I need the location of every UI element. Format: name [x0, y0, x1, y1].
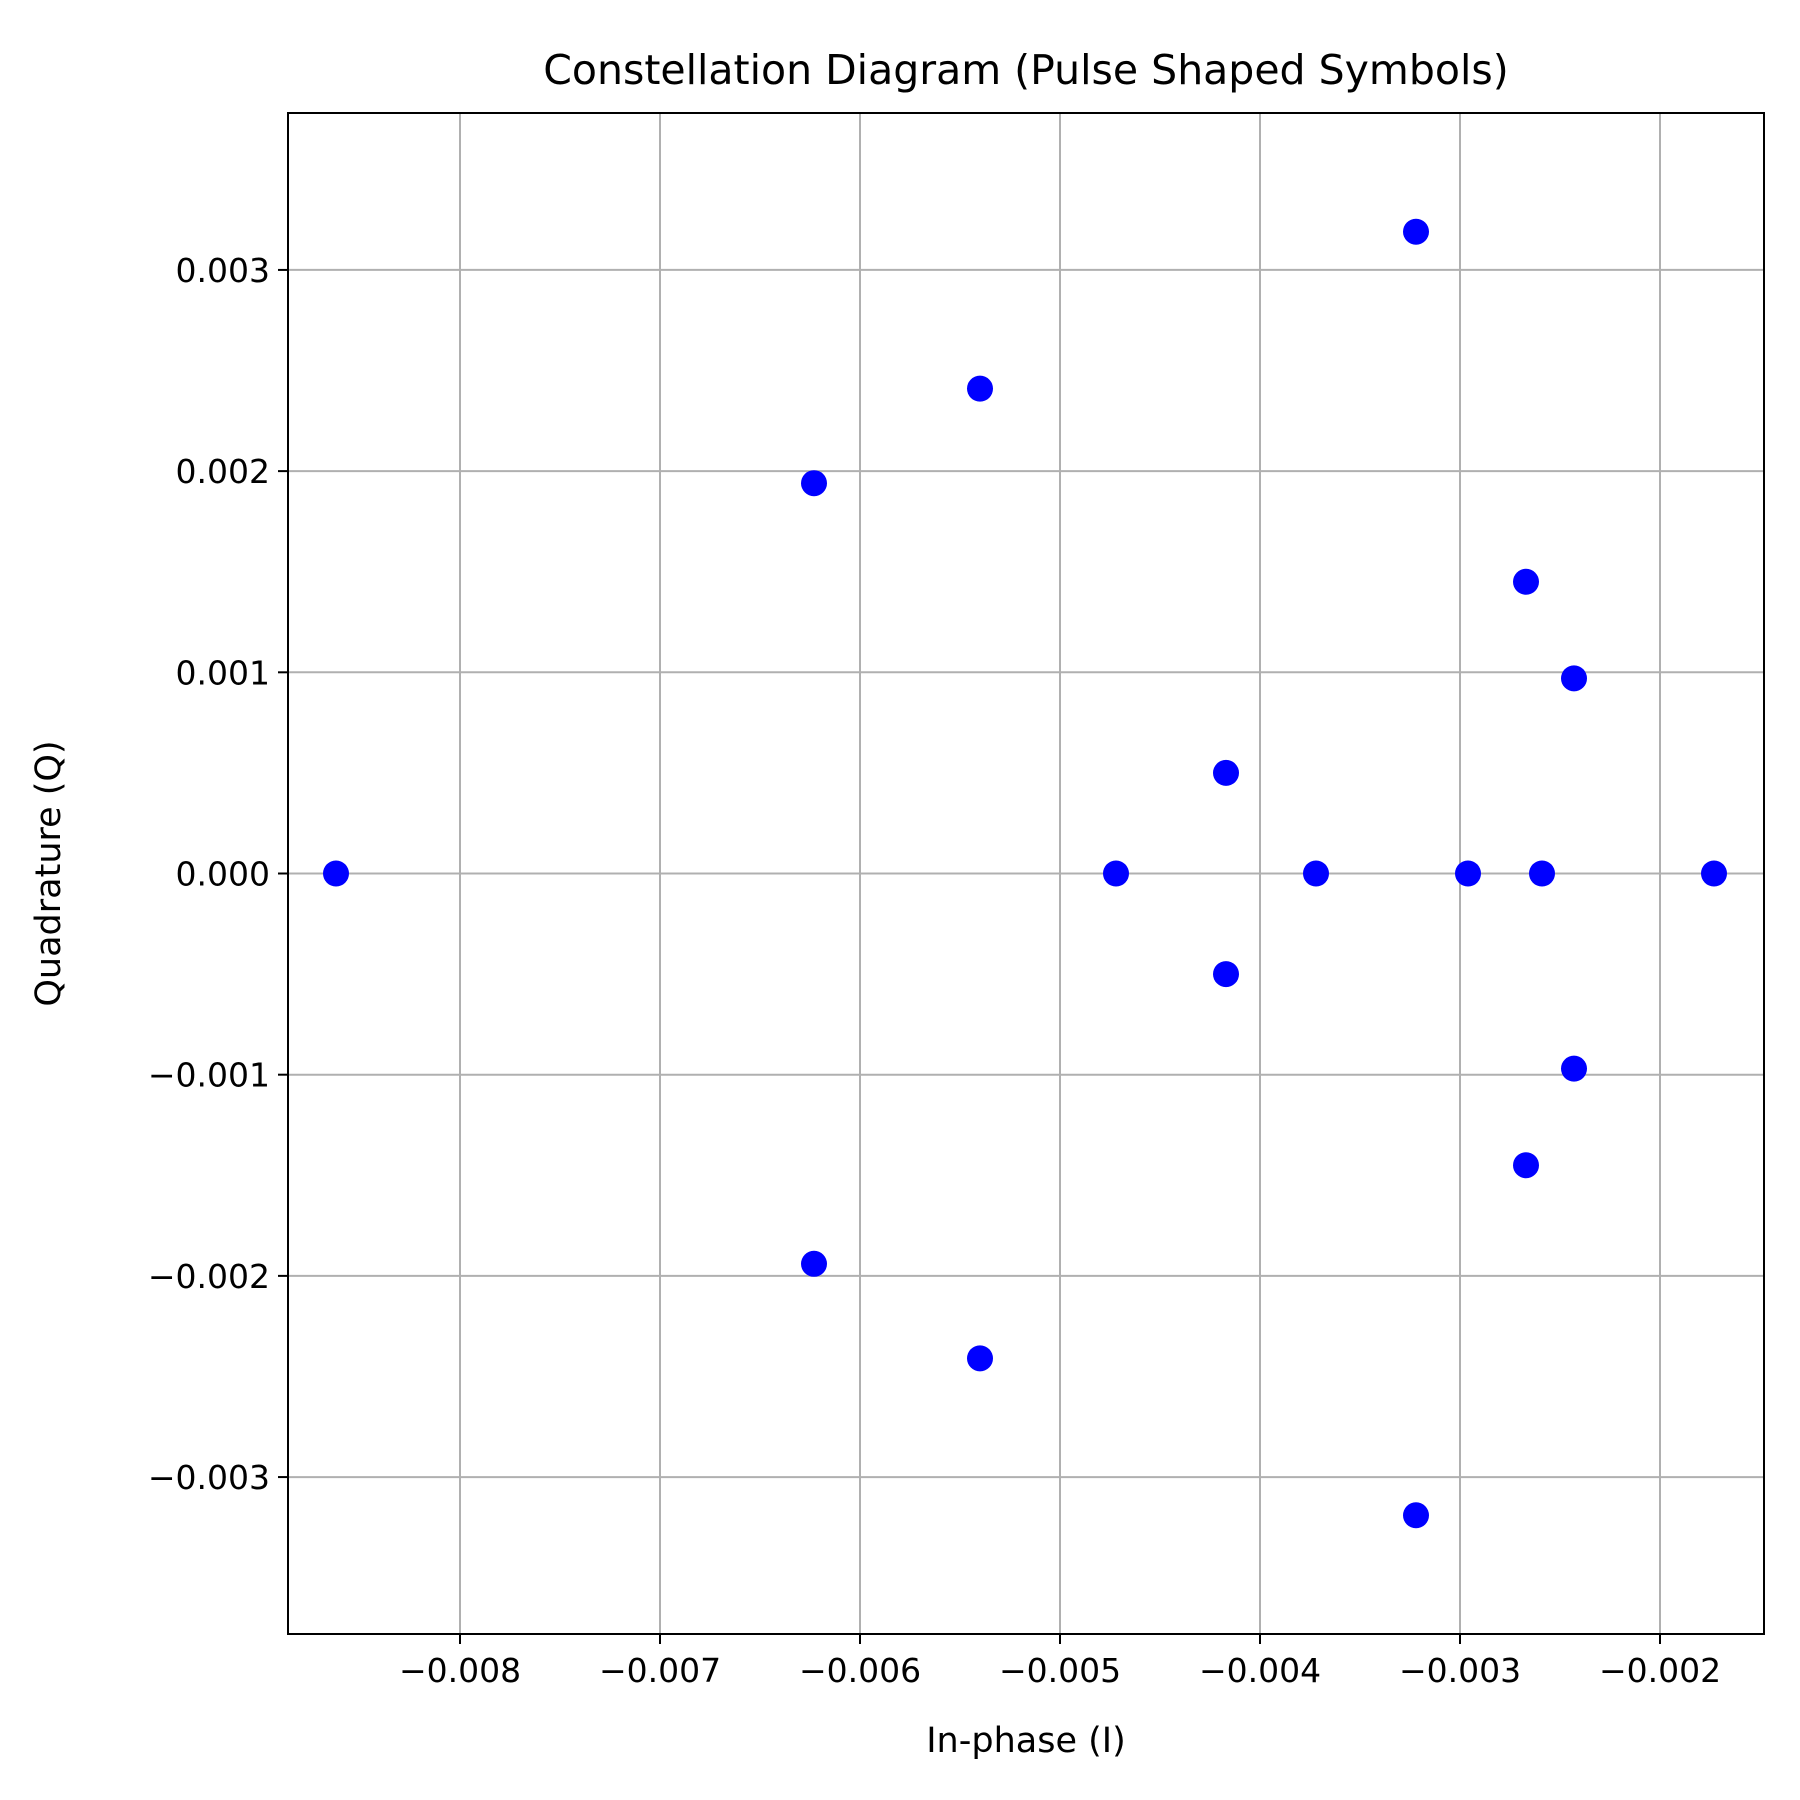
data-point — [1455, 860, 1481, 887]
chart-title: Constellation Diagram (Pulse Shaped Symb… — [543, 46, 1508, 94]
y-axis-label: Quadrature (Q) — [29, 740, 69, 1006]
x-axis-label: In-phase (I) — [926, 1721, 1126, 1761]
data-point — [1213, 961, 1239, 988]
data-point — [1303, 860, 1329, 887]
data-points — [323, 218, 1727, 1529]
data-point — [1103, 860, 1129, 887]
data-point — [967, 375, 993, 402]
data-point — [1561, 665, 1587, 692]
data-point — [967, 1345, 993, 1372]
data-point — [1529, 860, 1555, 887]
data-point — [1403, 218, 1429, 245]
y-tick-label: 0.003 — [176, 251, 270, 290]
y-tick-label: −0.002 — [148, 1257, 270, 1296]
y-tick-label: −0.003 — [148, 1458, 270, 1497]
y-tick-label: 0.000 — [176, 855, 270, 894]
data-point — [1561, 1055, 1587, 1082]
y-tick-label: 0.001 — [176, 653, 270, 692]
y-tick-label: 0.002 — [176, 452, 270, 491]
x-tick-label: −0.005 — [999, 1651, 1121, 1690]
x-tick-label: −0.004 — [1199, 1651, 1321, 1690]
x-tick-label: −0.007 — [599, 1651, 721, 1690]
x-tick-label: −0.006 — [799, 1651, 921, 1690]
data-point — [1213, 759, 1239, 786]
y-tick-label: −0.001 — [148, 1056, 270, 1095]
x-tick-label: −0.003 — [1399, 1651, 1521, 1690]
x-tick-label: −0.002 — [1599, 1651, 1721, 1690]
data-point — [323, 860, 349, 887]
data-point — [801, 470, 827, 497]
data-point — [1701, 860, 1727, 887]
x-tick-label: −0.008 — [399, 1651, 521, 1690]
data-point — [1513, 1152, 1539, 1179]
axis-ticks: −0.008 −0.007 −0.006 −0.005 −0.004 −0.003 −0.0… — [148, 251, 1721, 1690]
data-point — [1513, 568, 1539, 595]
data-point — [1403, 1502, 1429, 1529]
data-point — [801, 1250, 827, 1277]
